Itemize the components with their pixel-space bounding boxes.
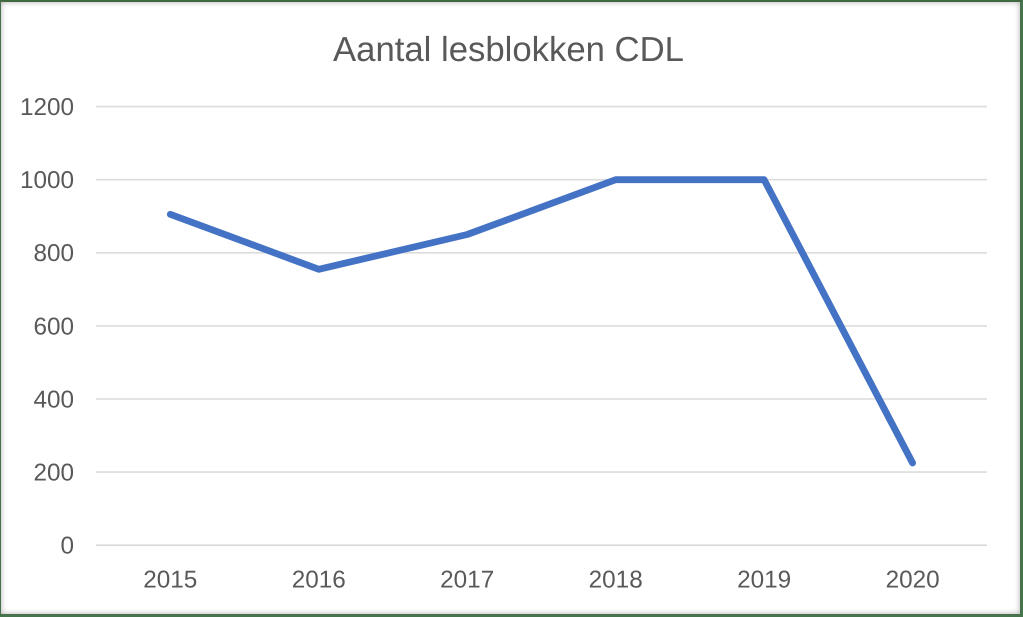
svg-text:0: 0 <box>60 533 74 560</box>
svg-text:200: 200 <box>33 460 74 487</box>
svg-text:2017: 2017 <box>440 567 494 594</box>
svg-text:2020: 2020 <box>886 567 940 594</box>
svg-text:2015: 2015 <box>143 567 197 594</box>
svg-text:400: 400 <box>33 386 74 413</box>
svg-text:1200: 1200 <box>20 94 74 121</box>
svg-text:2016: 2016 <box>292 567 346 594</box>
svg-text:2018: 2018 <box>589 567 643 594</box>
svg-text:800: 800 <box>33 240 74 267</box>
svg-text:2019: 2019 <box>737 567 791 594</box>
svg-text:1000: 1000 <box>20 167 74 194</box>
svg-text:Aantal lesblokken CDL: Aantal lesblokken CDL <box>333 31 684 69</box>
svg-text:600: 600 <box>33 313 74 340</box>
